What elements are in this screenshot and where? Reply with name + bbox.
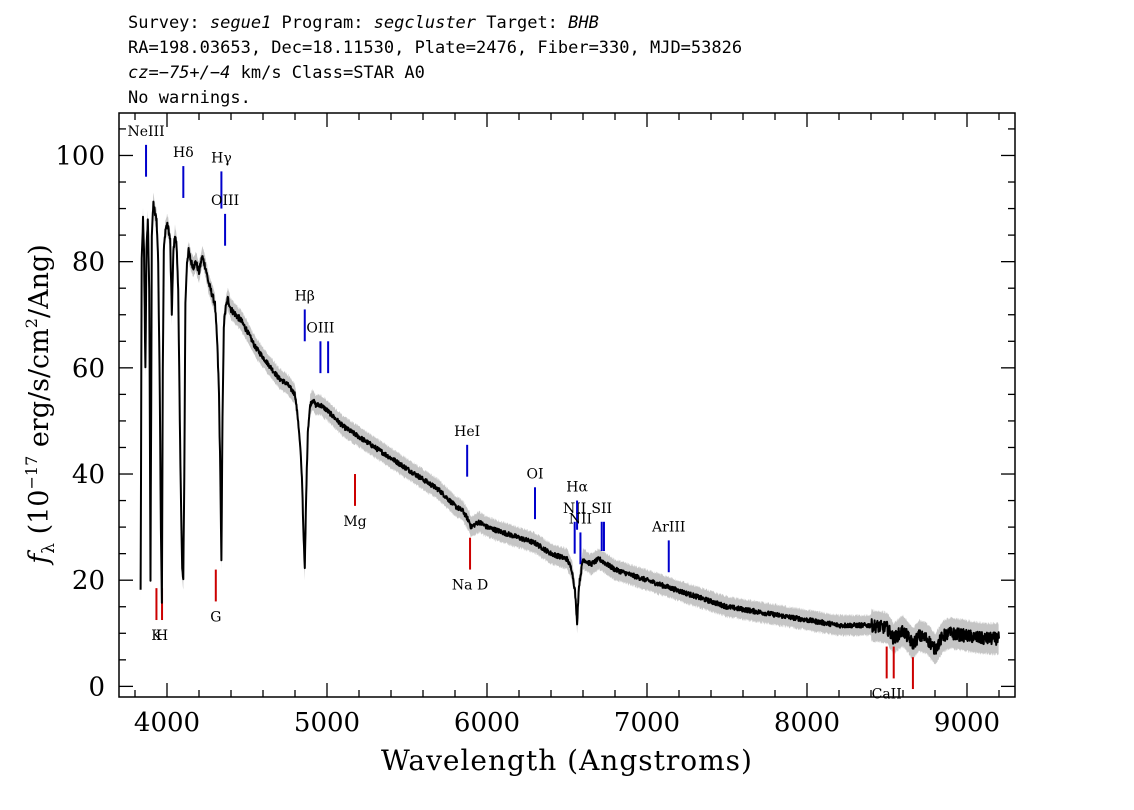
header-line-1: Survey: segue1 Program: segcluster Targe…: [128, 12, 599, 34]
emission-line-label: ArIII: [651, 519, 685, 535]
x-tick-label: 6000: [454, 708, 520, 738]
svg-text:fλ (10−17 erg/s/cm2/Ang): fλ (10−17 erg/s/cm2/Ang): [22, 244, 59, 566]
emission-line-label: NeIII: [127, 124, 164, 140]
x-tick-label: 7000: [614, 708, 680, 738]
absorption-line-label: H: [156, 628, 168, 644]
emission-line-label: Hβ: [295, 288, 315, 304]
y-tick-label: 80: [72, 248, 105, 278]
x-tick-label: 8000: [774, 708, 840, 738]
emission-line-label: NII: [563, 501, 586, 517]
cz-label: cz: [128, 63, 149, 83]
header-line-2: RA=198.03653, Dec=18.11530, Plate=2476, …: [128, 38, 743, 58]
y-tick-label: 100: [55, 141, 105, 171]
absorption-line-label: K: [151, 628, 162, 644]
axes: 4000 5000 6000 7000 8000 9000 0 20 40 60 80 100: [55, 112, 1016, 738]
target-value: BHB: [568, 13, 599, 33]
header-line-3: cz=−75+/−4 km/s Class=STAR A0: [128, 62, 425, 84]
y-tick-label: 0: [88, 672, 105, 702]
emission-line-label: OI: [526, 466, 543, 482]
absorption-line-label: G: [210, 609, 221, 625]
cz-value: =−75+/−4: [148, 63, 231, 83]
emission-line-label: OIII: [211, 193, 239, 209]
y-tick-label: 40: [72, 460, 105, 490]
x-tick-label: 5000: [294, 708, 360, 738]
plot-frame: [118, 112, 1016, 698]
y-axis-label: fλ (10−17 erg/s/cm2/Ang): [22, 244, 59, 566]
spectrum-series: [139, 200, 1000, 655]
emission-line-label: Hδ: [173, 145, 194, 161]
emission-line-label: OIII: [306, 320, 334, 336]
emission-line-label: Hα: [566, 480, 588, 496]
emission-line-label: SII: [591, 501, 612, 517]
error-band-area: [140, 192, 999, 665]
emission-line-label: HeI: [454, 424, 480, 440]
absorption-line-label: Na D: [452, 578, 488, 594]
header-line-4: No warnings.: [128, 88, 251, 108]
emission-line-label: Hγ: [211, 150, 232, 166]
error-band: [140, 192, 999, 665]
absorption-line-label: Mg: [343, 514, 366, 530]
survey-label: Survey:: [128, 13, 210, 33]
y-tick-label: 60: [72, 354, 105, 384]
x-tick-label: 9000: [934, 708, 1000, 738]
survey-value: segue1: [209, 13, 272, 33]
emission-line-label: NII: [569, 511, 592, 527]
target-label: Target:: [476, 13, 569, 33]
x-tick-label: 4000: [134, 708, 200, 738]
program-label: Program:: [271, 13, 374, 33]
spectrum-line: [139, 200, 1000, 655]
cz-rest: km/s Class=STAR A0: [230, 63, 425, 83]
absorption-line-label: CaII: [872, 686, 902, 702]
program-value: segcluster: [373, 13, 477, 33]
x-axis-label: Wavelength (Angstroms): [381, 744, 753, 777]
y-tick-label: 20: [72, 566, 105, 596]
